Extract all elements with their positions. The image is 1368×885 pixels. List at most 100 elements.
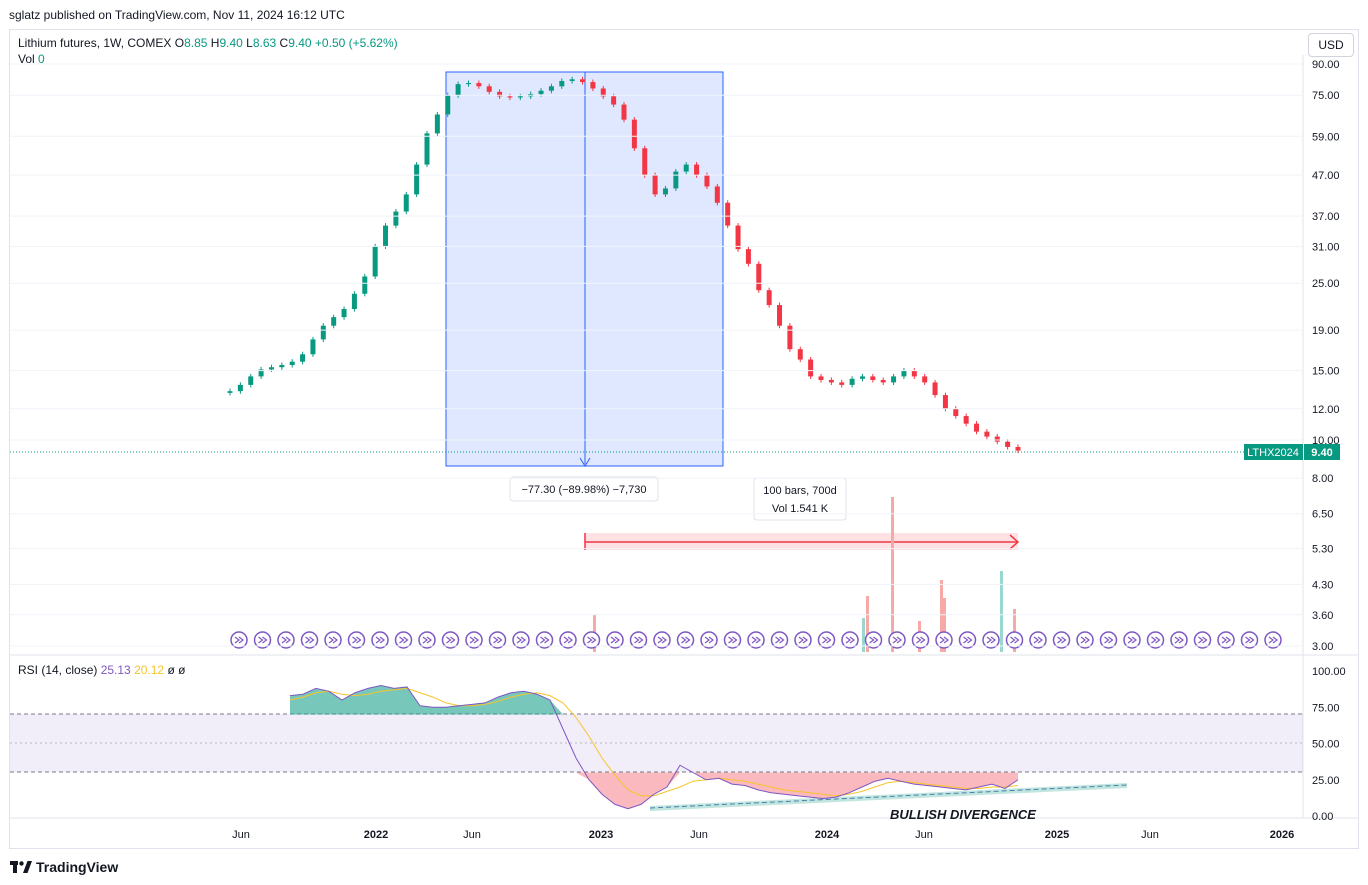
- time-tick-label: 2023: [589, 829, 613, 841]
- price-tick-label: 75.00: [1312, 90, 1340, 102]
- candle-body[interactable]: [268, 367, 274, 370]
- candle-body[interactable]: [714, 186, 720, 203]
- candle-body[interactable]: [932, 382, 938, 396]
- candle-body[interactable]: [497, 91, 503, 97]
- candle-body[interactable]: [725, 202, 731, 226]
- candle-body[interactable]: [911, 370, 917, 377]
- candle-body[interactable]: [745, 249, 751, 264]
- symbol-title[interactable]: Lithium futures, 1W, COMEX: [18, 36, 172, 50]
- candle-body[interactable]: [1015, 446, 1021, 451]
- low-label: L: [246, 36, 253, 50]
- volume-bar: [862, 618, 865, 652]
- candle-body[interactable]: [414, 164, 420, 195]
- candle-body[interactable]: [569, 79, 575, 81]
- candle-body[interactable]: [652, 175, 658, 195]
- candle-body[interactable]: [662, 188, 668, 195]
- candle-body[interactable]: [465, 83, 471, 85]
- candle-body[interactable]: [455, 84, 461, 96]
- candle-body[interactable]: [756, 263, 762, 291]
- candle-body[interactable]: [600, 88, 606, 97]
- candle-body[interactable]: [517, 96, 523, 98]
- candle-body[interactable]: [248, 376, 254, 385]
- candle-body[interactable]: [922, 376, 928, 383]
- candle-body[interactable]: [507, 96, 513, 98]
- candle-body[interactable]: [642, 148, 648, 176]
- price-tick-label: 3.60: [1312, 610, 1333, 622]
- candle-body[interactable]: [548, 86, 554, 91]
- volume-label: Vol: [18, 52, 35, 66]
- candle-body[interactable]: [590, 82, 596, 89]
- candle-body[interactable]: [393, 211, 399, 226]
- candle-body[interactable]: [777, 305, 783, 326]
- candle-body[interactable]: [580, 79, 586, 83]
- candle-body[interactable]: [351, 293, 357, 309]
- candle-body[interactable]: [994, 436, 1000, 442]
- candle-body[interactable]: [538, 90, 544, 95]
- candle-body[interactable]: [870, 376, 876, 380]
- candle-body[interactable]: [818, 376, 824, 380]
- candle-body[interactable]: [372, 246, 378, 277]
- low-value: 8.63: [252, 36, 277, 50]
- candle-body[interactable]: [310, 339, 316, 355]
- candle-body[interactable]: [880, 379, 886, 383]
- candle-body[interactable]: [839, 382, 845, 385]
- price-tick-label: 6.50: [1312, 509, 1333, 521]
- candle-body[interactable]: [279, 364, 285, 368]
- candle-body[interactable]: [300, 354, 306, 362]
- candle-body[interactable]: [953, 408, 959, 417]
- candle-body[interactable]: [859, 376, 865, 379]
- candle-body[interactable]: [766, 290, 772, 306]
- candle-body[interactable]: [694, 164, 700, 176]
- candle-body[interactable]: [901, 370, 907, 377]
- candle-body[interactable]: [631, 119, 637, 149]
- candle-body[interactable]: [237, 384, 243, 392]
- candle-body[interactable]: [942, 395, 948, 409]
- rsi-legend[interactable]: RSI (14, close) 25.13 20.12 ø ø: [18, 663, 185, 677]
- candle-body[interactable]: [403, 194, 409, 212]
- price-tick-label: 25.00: [1312, 278, 1340, 290]
- candle-body[interactable]: [673, 171, 679, 189]
- candle-body[interactable]: [611, 96, 617, 105]
- tradingview-footer[interactable]: TradingView: [10, 859, 118, 875]
- candle-body[interactable]: [424, 133, 430, 165]
- candle-body[interactable]: [735, 225, 741, 250]
- rsi-value: 25.13: [100, 663, 131, 677]
- time-tick-label: Jun: [915, 829, 933, 841]
- footer-brand: TradingView: [36, 859, 119, 875]
- candle-body[interactable]: [258, 369, 264, 377]
- candle-body[interactable]: [383, 225, 389, 247]
- candle-body[interactable]: [445, 95, 451, 115]
- close-value: 9.40: [288, 36, 312, 50]
- measure-label: −77.30 (−89.98%) −7,730: [521, 484, 646, 496]
- divergence-channel[interactable]: [650, 783, 1127, 811]
- candle-body[interactable]: [621, 104, 627, 120]
- candle-body[interactable]: [341, 308, 347, 318]
- candle-body[interactable]: [362, 276, 368, 294]
- close-label: C: [279, 36, 289, 50]
- candle-body[interactable]: [434, 114, 440, 134]
- candle-body[interactable]: [320, 325, 326, 340]
- candle-body[interactable]: [486, 86, 492, 92]
- candle-body[interactable]: [849, 378, 855, 385]
- candle-body[interactable]: [974, 423, 980, 432]
- candle-body[interactable]: [828, 379, 834, 383]
- candle-body[interactable]: [808, 359, 814, 377]
- candle-body[interactable]: [704, 175, 710, 187]
- candle-body[interactable]: [891, 376, 897, 383]
- candle-body[interactable]: [1005, 441, 1011, 447]
- publish-info: sglatz published on TradingView.com, Nov…: [9, 8, 345, 22]
- candle-body[interactable]: [476, 83, 482, 87]
- candle-body[interactable]: [797, 349, 803, 360]
- price-tick-label: 47.00: [1312, 170, 1340, 182]
- candle-body[interactable]: [331, 317, 337, 326]
- candle-body[interactable]: [289, 361, 295, 365]
- currency-button[interactable]: USD: [1308, 33, 1354, 57]
- candle-body[interactable]: [559, 80, 565, 87]
- event-arrow-icon: [892, 636, 902, 644]
- candle-body[interactable]: [683, 164, 689, 172]
- candle-body[interactable]: [984, 431, 990, 437]
- candle-body[interactable]: [963, 416, 969, 424]
- candle-body[interactable]: [787, 325, 793, 350]
- candle-body[interactable]: [227, 391, 233, 393]
